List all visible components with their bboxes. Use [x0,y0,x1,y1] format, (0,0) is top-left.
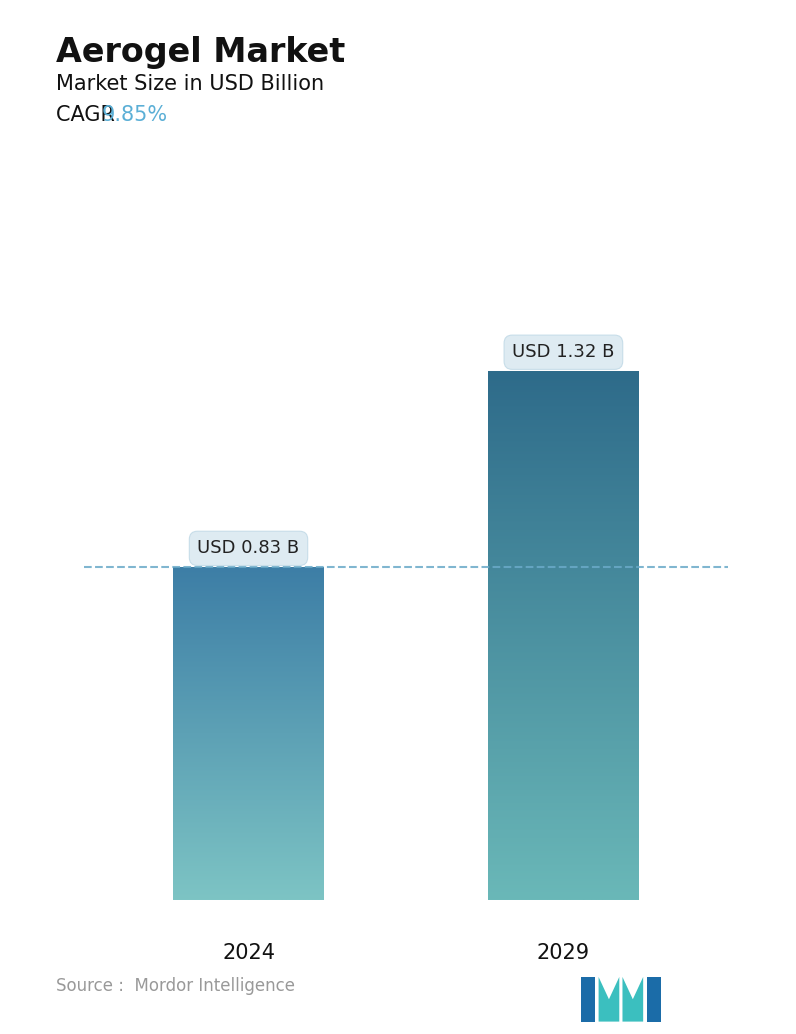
Text: USD 1.32 B: USD 1.32 B [512,343,615,361]
Polygon shape [647,977,661,1022]
Text: USD 0.83 B: USD 0.83 B [197,540,299,557]
Polygon shape [599,977,619,1022]
Text: CAGR: CAGR [56,105,121,125]
Text: Source :  Mordor Intelligence: Source : Mordor Intelligence [56,977,295,995]
Text: Market Size in USD Billion: Market Size in USD Billion [56,74,324,94]
Text: Aerogel Market: Aerogel Market [56,36,345,69]
Polygon shape [622,977,643,1022]
Polygon shape [581,977,595,1022]
Text: 2024: 2024 [222,943,275,963]
Text: 9.85%: 9.85% [102,105,168,125]
Text: 2029: 2029 [537,943,590,963]
